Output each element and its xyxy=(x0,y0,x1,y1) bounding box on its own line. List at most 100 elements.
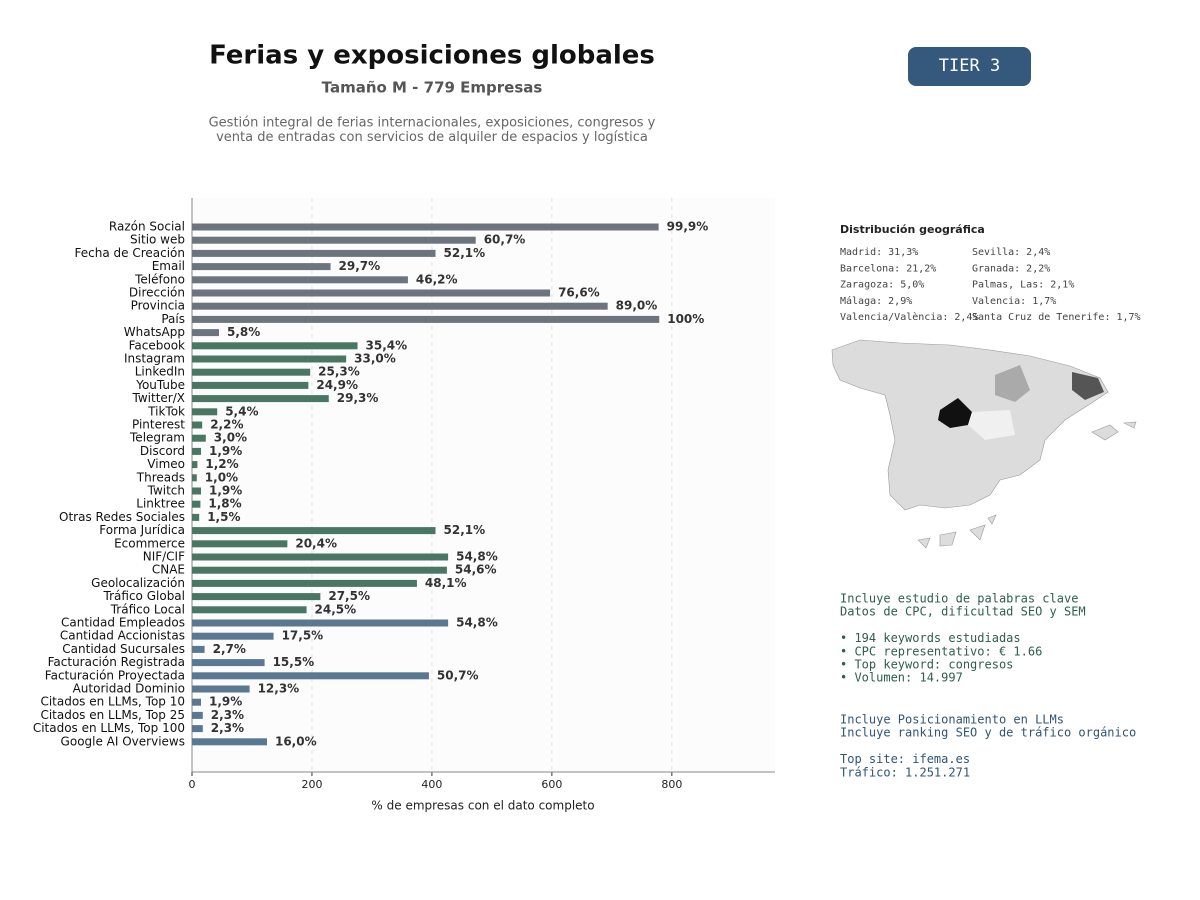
bar xyxy=(192,249,436,257)
y-tick-label: Citados en LLMs, Top 100 xyxy=(33,721,185,735)
y-tick-label: Dirección xyxy=(129,286,185,300)
value-label: 48,1% xyxy=(425,576,467,590)
bar xyxy=(192,725,203,733)
value-label: 17,5% xyxy=(282,629,324,643)
value-label: 52,1% xyxy=(444,246,486,260)
value-label: 1,5% xyxy=(207,510,240,524)
badge-bg xyxy=(908,47,1031,86)
y-tick-label: Telegram xyxy=(129,431,185,445)
bar xyxy=(192,632,274,640)
value-label: 33,0% xyxy=(354,352,396,366)
bar xyxy=(192,659,265,667)
bar xyxy=(192,606,307,614)
x-tick-label: 600 xyxy=(541,778,562,791)
geo-item: Zaragoza: 5,0% xyxy=(840,280,924,291)
y-tick-label: Facturación Registrada xyxy=(48,655,185,669)
bar xyxy=(192,553,449,561)
value-label: 89,0% xyxy=(616,299,658,313)
y-tick-label: NIF/CIF xyxy=(143,550,185,564)
y-tick-label: Ecommerce xyxy=(114,536,185,550)
value-label: 27,5% xyxy=(328,589,370,603)
value-label: 54,8% xyxy=(456,550,498,564)
value-label: 20,4% xyxy=(295,536,337,550)
bar xyxy=(192,223,659,231)
y-tick-label: YouTube xyxy=(135,378,185,392)
y-tick-label: Geolocalización xyxy=(91,576,185,590)
bar xyxy=(192,434,206,442)
llm-line: Incluye Posicionamiento en LLMs xyxy=(840,713,1064,727)
y-tick-label: Cantidad Sucursales xyxy=(62,642,185,656)
geo-item: Valencia: 1,7% xyxy=(972,296,1056,307)
bar xyxy=(192,474,197,482)
y-tick-label: País xyxy=(161,312,185,326)
value-label: 54,6% xyxy=(455,563,497,577)
bar xyxy=(192,645,205,653)
keyword-line: • CPC representativo: € 1.66 xyxy=(840,644,1042,658)
y-tick-label: Otras Redes Sociales xyxy=(59,510,185,524)
y-tick-label: Instagram xyxy=(124,352,185,366)
llm-line: Incluye ranking SEO y de tráfico orgánic… xyxy=(840,726,1136,740)
value-label: 46,2% xyxy=(416,272,458,286)
bar xyxy=(192,368,311,376)
y-tick-label: Linktree xyxy=(136,497,185,511)
value-label: 2,3% xyxy=(211,721,244,735)
geo-item: Málaga: 2,9% xyxy=(840,295,912,307)
chart-title: Ferias y exposiciones globales xyxy=(209,41,655,71)
description: Gestión integral de ferias internacional… xyxy=(209,116,656,131)
value-label: 1,9% xyxy=(209,484,242,498)
bar xyxy=(192,738,267,746)
bar xyxy=(192,395,329,403)
value-label: 60,7% xyxy=(484,233,526,247)
keyword-line: • Volumen: 14.997 xyxy=(840,671,963,685)
geo-item: Granada: 2,2% xyxy=(972,263,1050,274)
y-tick-label: Tráfico Local xyxy=(110,602,185,616)
y-tick-label: Google AI Overviews xyxy=(61,734,185,748)
y-tick-label: Vimeo xyxy=(147,457,185,471)
keyword-line: • Top keyword: congresos xyxy=(840,658,1013,672)
bar xyxy=(192,329,219,337)
geo-item: Sevilla: 2,4% xyxy=(972,247,1050,258)
y-tick-label: Autoridad Dominio xyxy=(73,682,185,696)
y-tick-label: Twitch xyxy=(147,484,185,498)
value-label: 1,9% xyxy=(209,444,242,458)
y-tick-label: TikTok xyxy=(147,404,185,418)
bar xyxy=(192,487,201,495)
y-tick-label: Fecha de Creación xyxy=(75,246,185,260)
value-label: 1,9% xyxy=(209,695,242,709)
geo-item: Santa Cruz de Tenerife: 1,7% xyxy=(972,312,1141,323)
value-label: 16,0% xyxy=(275,734,317,748)
spain-map xyxy=(831,339,1137,549)
value-label: 35,4% xyxy=(366,338,408,352)
y-tick-label: Cantidad Accionistas xyxy=(60,629,185,643)
bar xyxy=(192,315,660,323)
y-tick-label: CNAE xyxy=(152,563,185,577)
y-tick-label: Pinterest xyxy=(132,418,185,432)
y-tick-label: LinkedIn xyxy=(135,365,185,379)
bar xyxy=(192,711,203,719)
bar xyxy=(192,566,447,574)
bar xyxy=(192,342,358,350)
x-tick-label: 200 xyxy=(301,778,322,791)
value-label: 29,3% xyxy=(337,391,379,405)
y-tick-label: Cantidad Empleados xyxy=(61,616,185,630)
value-label: 54,8% xyxy=(456,616,498,630)
y-tick-label: Teléfono xyxy=(134,272,185,286)
y-tick-label: Citados en LLMs, Top 25 xyxy=(40,708,185,722)
bar xyxy=(192,513,200,521)
llm-line: Tráfico: 1.251.271 xyxy=(840,765,970,779)
y-tick-label: Tráfico Global xyxy=(103,589,185,603)
value-label: 1,8% xyxy=(208,497,241,511)
value-label: 1,0% xyxy=(205,470,238,484)
bar xyxy=(192,685,250,693)
y-tick-label: Provincia xyxy=(131,299,185,313)
value-label: 100% xyxy=(667,312,704,326)
y-tick-label: Forma Jurídica xyxy=(99,523,185,537)
x-axis-label: % de empresas con el dato completo xyxy=(371,799,594,813)
value-label: 2,3% xyxy=(211,708,244,722)
value-label: 24,9% xyxy=(316,378,358,392)
geo-item: Barcelona: 21,2% xyxy=(840,263,936,274)
geo-item: Palmas, Las: 2,1% xyxy=(972,280,1074,291)
keyword-line: • 194 keywords estudiadas xyxy=(840,631,1021,645)
bar xyxy=(192,527,436,535)
